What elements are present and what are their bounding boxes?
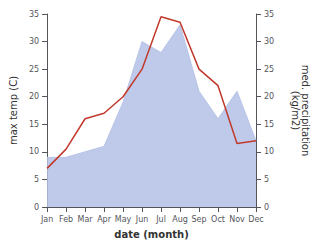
svg-text:5: 5 bbox=[34, 175, 39, 184]
svg-text:med. precipitation: med. precipitation bbox=[299, 64, 311, 157]
svg-text:May: May bbox=[115, 215, 132, 224]
svg-text:Oct: Oct bbox=[211, 215, 225, 224]
svg-text:Dec: Dec bbox=[248, 215, 263, 224]
svg-text:(kg/m2): (kg/m2) bbox=[290, 91, 301, 131]
svg-text:Aug: Aug bbox=[172, 215, 188, 224]
svg-text:0: 0 bbox=[34, 203, 39, 212]
svg-text:max temp (C): max temp (C) bbox=[8, 76, 19, 145]
svg-text:25: 25 bbox=[264, 65, 274, 74]
svg-text:10: 10 bbox=[29, 147, 39, 156]
svg-text:30: 30 bbox=[264, 37, 274, 46]
svg-text:30: 30 bbox=[29, 37, 39, 46]
svg-text:Jan: Jan bbox=[40, 215, 53, 224]
svg-text:25: 25 bbox=[29, 65, 39, 74]
svg-text:Feb: Feb bbox=[59, 215, 73, 224]
svg-text:Jul: Jul bbox=[155, 215, 166, 224]
svg-text:date (month): date (month) bbox=[114, 229, 188, 240]
svg-text:Apr: Apr bbox=[97, 215, 112, 224]
svg-text:20: 20 bbox=[29, 92, 39, 101]
svg-text:10: 10 bbox=[264, 147, 274, 156]
svg-text:0: 0 bbox=[264, 203, 269, 212]
svg-text:35: 35 bbox=[264, 10, 274, 19]
svg-text:15: 15 bbox=[29, 120, 39, 129]
svg-text:Nov: Nov bbox=[229, 215, 245, 224]
svg-text:Mar: Mar bbox=[78, 215, 94, 224]
svg-text:35: 35 bbox=[29, 10, 39, 19]
svg-text:15: 15 bbox=[264, 120, 274, 129]
svg-text:5: 5 bbox=[264, 175, 269, 184]
svg-text:Jun: Jun bbox=[135, 215, 149, 224]
svg-text:Sep: Sep bbox=[191, 215, 206, 224]
svg-text:20: 20 bbox=[264, 92, 274, 101]
